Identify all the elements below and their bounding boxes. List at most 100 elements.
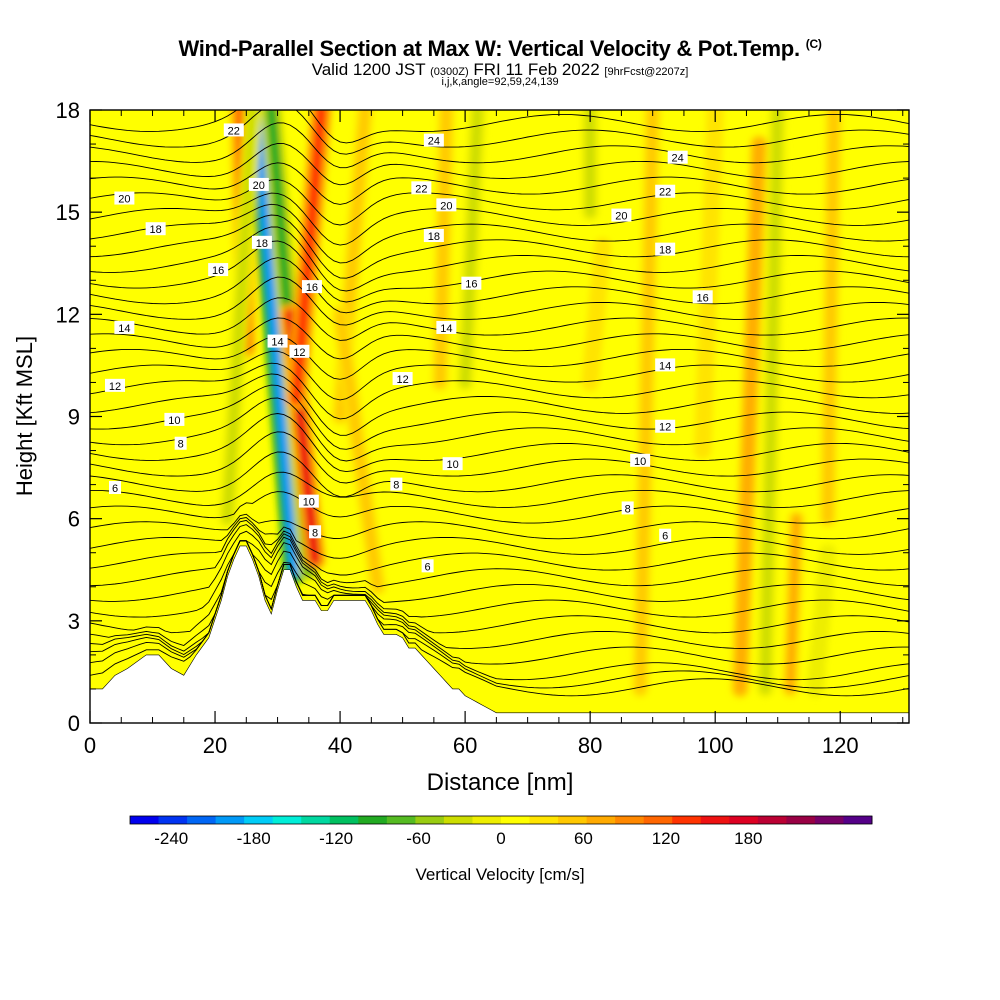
copyright-mark: (C) [805, 36, 822, 51]
valid-zulu: (0300Z) [430, 66, 469, 78]
y-tick-label: 3 [68, 609, 80, 634]
x-tick-label: 120 [822, 733, 859, 758]
contour-label-bg [659, 528, 672, 542]
contour-label: 18 [423, 229, 444, 243]
contour-label-bg [421, 559, 434, 573]
forecast-info: [9hrFcst@2207z] [604, 66, 689, 78]
contour-label-bg [164, 412, 185, 426]
velocity-band [435, 110, 451, 387]
isentrope [90, 431, 909, 484]
colorbar-swatch [158, 816, 188, 824]
colorbar-swatch [301, 816, 331, 824]
colorbar-tick-label: 60 [574, 829, 593, 848]
contour-label-text: 22 [659, 187, 671, 199]
contour-label-bg [655, 419, 676, 433]
contour-label-bg [289, 344, 310, 358]
isentrope [90, 122, 909, 169]
contour-label: 10 [442, 457, 463, 471]
colorbar-swatch [757, 816, 787, 824]
contour-label-bg [251, 235, 272, 249]
contour-label: 12 [289, 344, 310, 359]
y-tick-label: 12 [56, 302, 80, 327]
velocity-band [223, 110, 258, 524]
velocity-band [698, 110, 720, 456]
colorbar-swatch [329, 816, 359, 824]
colorbar-swatch [358, 816, 388, 824]
contour-label: 20 [114, 191, 135, 206]
contour-label-text: 8 [393, 480, 399, 492]
contour-label-bg [442, 457, 463, 471]
contour-label-bg [655, 358, 676, 372]
contour-label: 12 [105, 378, 126, 393]
contour-label-bg [630, 453, 651, 467]
colorbar-tick-label: -60 [406, 829, 431, 848]
contour-label-text: 22 [228, 125, 240, 137]
contour-label-text: 14 [118, 323, 130, 335]
contour-label-text: 16 [212, 265, 224, 277]
velocity-band [635, 110, 658, 694]
contour-label: 14 [267, 334, 288, 349]
contour-label-text: 20 [615, 211, 627, 223]
velocity-band [785, 514, 801, 694]
colorbar-swatch [786, 816, 816, 824]
contour-label: 18 [251, 235, 272, 250]
contour-label: 16 [461, 276, 482, 291]
colorbar-swatch [386, 816, 416, 824]
contour-label: 8 [621, 501, 634, 515]
contour-label: 14 [655, 358, 676, 372]
contour-label-bg [223, 123, 244, 137]
contour-label: 8 [390, 477, 403, 492]
contour-label-bg [267, 334, 288, 348]
contour-label-text: 12 [396, 374, 408, 386]
colorbar-swatch [700, 816, 730, 824]
velocity-band [823, 110, 839, 524]
isentrope [90, 471, 909, 508]
contour-label-text: 24 [428, 136, 440, 148]
contour-label-text: 10 [634, 456, 646, 468]
colorbar-swatch [843, 816, 873, 824]
isentrope [90, 203, 909, 264]
velocity-band [810, 548, 833, 694]
valid-prefix: Valid 1200 JST [311, 60, 426, 79]
isentrope [90, 192, 909, 246]
isentrope [90, 110, 909, 155]
contour-label: 20 [248, 177, 269, 192]
velocity-band [760, 110, 783, 694]
contour-label-text: 18 [256, 238, 268, 250]
isentrope [90, 513, 909, 540]
colorbar-swatch [130, 816, 160, 824]
isentrope [90, 179, 909, 226]
contour-label-text: 14 [659, 360, 671, 372]
contour-label-text: 10 [303, 497, 315, 509]
contour-label-bg [114, 320, 135, 334]
y-tick-label: 9 [68, 405, 80, 430]
contour-label: 10 [630, 453, 651, 468]
valid-time: Valid 1200 JST (0300Z) FRI 11 Feb 2022 [… [0, 60, 1000, 80]
isentrope [90, 530, 909, 603]
colorbar-swatch [415, 816, 445, 824]
contour-label: 6 [109, 481, 122, 495]
colorbar-swatch [529, 816, 559, 824]
contour-label-text: 20 [118, 194, 130, 206]
isentrope [90, 297, 909, 341]
colorbar-swatch [558, 816, 588, 824]
contour-label-text: 8 [625, 503, 631, 515]
contour-label: 22 [411, 181, 432, 195]
contour-label-text: 6 [112, 483, 118, 495]
isentrope [90, 413, 909, 473]
colorbar-tick-label: -180 [237, 829, 271, 848]
isentrope [90, 276, 909, 326]
contour-label-text: 12 [109, 381, 121, 393]
colorbar-swatch [729, 816, 759, 824]
contour-label-bg [309, 525, 322, 539]
colorbar-tick-label: -240 [154, 829, 188, 848]
contour-label-text: 8 [178, 439, 184, 451]
isentrope [90, 257, 909, 314]
colorbar-tick-label: 120 [652, 829, 680, 848]
contour-label-bg [423, 229, 444, 243]
velocity-band [735, 139, 764, 694]
colorbar-swatch [615, 816, 645, 824]
colorbar-swatch [187, 816, 217, 824]
contour-label: 10 [164, 412, 185, 427]
velocity-bands [218, 110, 843, 698]
